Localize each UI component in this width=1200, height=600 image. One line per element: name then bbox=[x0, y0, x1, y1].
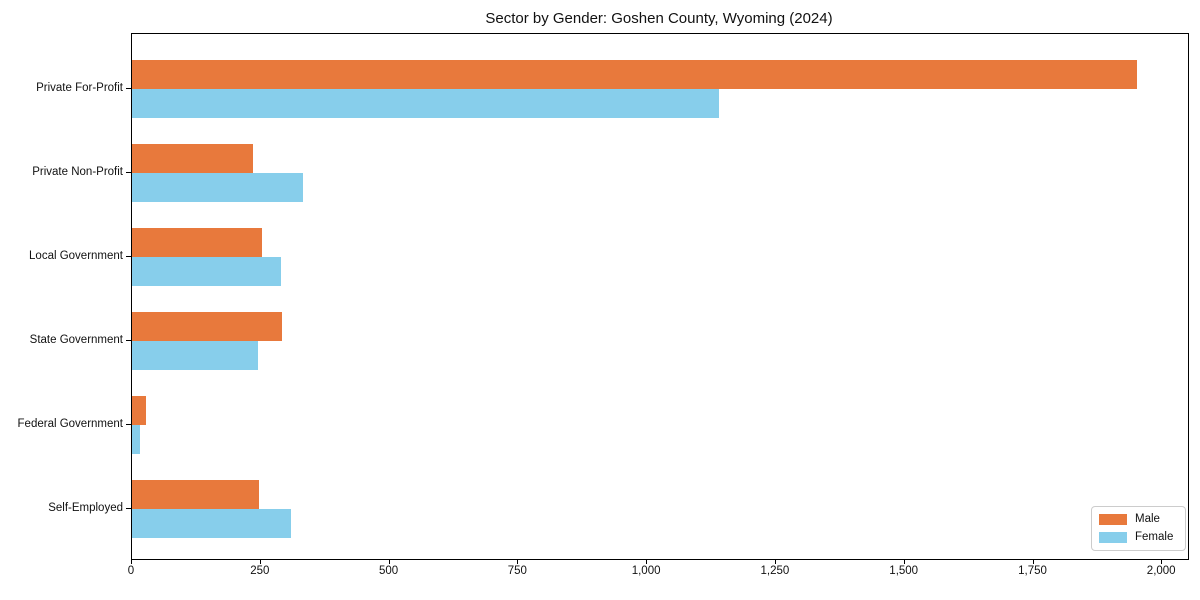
legend-label-male: Male bbox=[1135, 513, 1160, 525]
bar-male-local-government bbox=[132, 228, 262, 257]
bar-male-private-for-profit bbox=[132, 60, 1137, 89]
x-tick-label: 500 bbox=[379, 565, 399, 577]
x-tick-mark bbox=[517, 559, 519, 564]
x-tick-mark bbox=[131, 559, 133, 564]
x-tick-mark bbox=[903, 559, 905, 564]
x-tick-mark bbox=[774, 559, 777, 564]
plot-area: Male Female bbox=[131, 33, 1189, 560]
legend: Male Female bbox=[1091, 506, 1186, 551]
bar-female-state-government bbox=[132, 341, 258, 370]
x-tick-mark bbox=[1032, 559, 1034, 564]
x-tick-label: 1,250 bbox=[760, 565, 790, 577]
legend-swatch-female bbox=[1099, 532, 1127, 543]
y-tick-mark bbox=[126, 88, 131, 90]
x-tick-label: 2,000 bbox=[1146, 565, 1176, 577]
y-tick-label: Local Government bbox=[29, 250, 123, 262]
legend-label-female: Female bbox=[1135, 531, 1174, 543]
bar-female-self-employed bbox=[132, 509, 292, 538]
x-tick-mark bbox=[1161, 559, 1163, 564]
y-tick-mark bbox=[126, 172, 131, 174]
legend-item-male: Male bbox=[1099, 513, 1185, 526]
y-tick-label: Private Non-Profit bbox=[32, 166, 123, 178]
legend-swatch-male bbox=[1099, 514, 1127, 525]
x-tick-label: 1,750 bbox=[1018, 565, 1047, 577]
y-tick-mark bbox=[126, 256, 131, 258]
y-tick-label: Private For-Profit bbox=[36, 82, 123, 94]
y-tick-mark bbox=[126, 508, 131, 510]
bar-male-federal-government bbox=[132, 396, 146, 425]
bar-male-private-non-profit bbox=[132, 144, 254, 173]
chart-title: Sector by Gender: Goshen County, Wyoming… bbox=[485, 10, 833, 27]
bar-female-federal-government bbox=[132, 425, 140, 454]
y-tick-label: Self-Employed bbox=[48, 502, 123, 514]
legend-item-female: Female bbox=[1099, 531, 1185, 544]
x-tick-mark bbox=[259, 559, 261, 564]
x-tick-label: 1,000 bbox=[631, 565, 661, 577]
bar-female-private-non-profit bbox=[132, 173, 303, 202]
bar-female-private-for-profit bbox=[132, 89, 720, 118]
bar-male-state-government bbox=[132, 312, 282, 341]
y-tick-mark bbox=[126, 340, 131, 342]
y-tick-mark bbox=[126, 424, 131, 426]
x-tick-label: 250 bbox=[250, 565, 270, 577]
x-tick-mark bbox=[646, 559, 648, 564]
y-tick-label: State Government bbox=[29, 334, 123, 346]
y-tick-label: Federal Government bbox=[17, 418, 123, 430]
x-tick-label: 0 bbox=[127, 565, 135, 577]
x-tick-mark bbox=[388, 559, 390, 564]
x-tick-label: 1,500 bbox=[889, 565, 919, 577]
x-tick-label: 750 bbox=[507, 565, 527, 577]
bar-male-self-employed bbox=[132, 480, 260, 509]
bar-female-local-government bbox=[132, 257, 281, 286]
